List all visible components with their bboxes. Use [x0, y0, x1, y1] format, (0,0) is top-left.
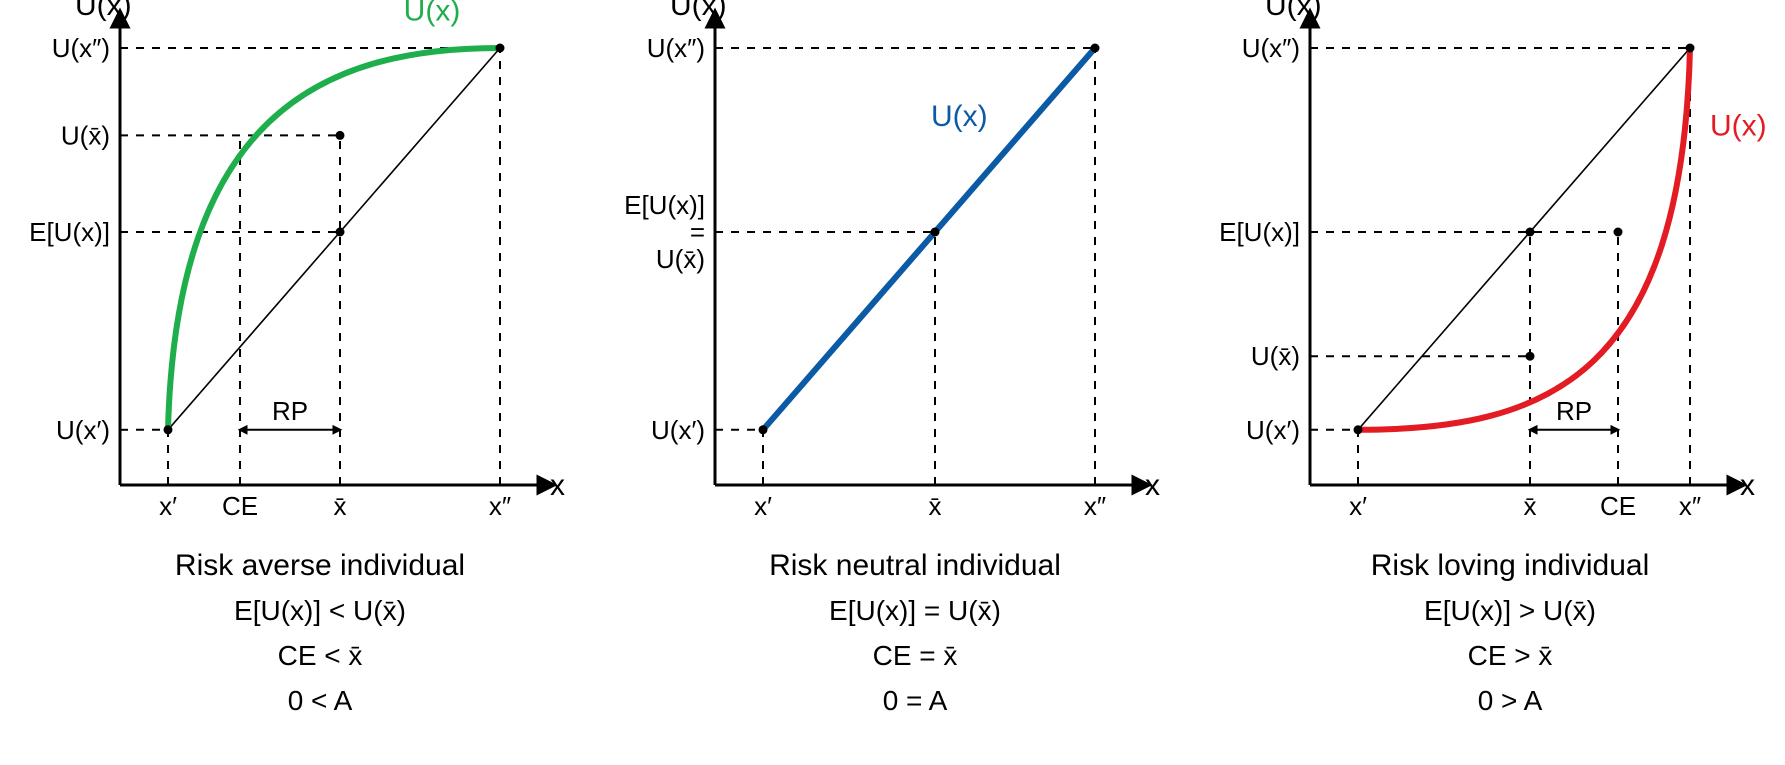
- ytick-u-xprime: U(x′): [1246, 415, 1300, 445]
- point-dot: [164, 425, 173, 434]
- caption-line: CE < x̄: [278, 640, 363, 671]
- point-dot: [1526, 352, 1535, 361]
- utility-curve: [763, 48, 1095, 430]
- point-dot: [1686, 44, 1695, 53]
- xtick-xbar: x̄: [929, 491, 942, 521]
- caption-title: Risk averse individual: [175, 549, 465, 582]
- caption-line: CE = x̄: [873, 640, 958, 671]
- caption-title: Risk loving individual: [1371, 549, 1649, 582]
- caption-line: E[U(x)] < U(x̄): [234, 595, 406, 626]
- ytick-e-ux: E[U(x)]: [1219, 217, 1300, 247]
- caption-line: 0 > A: [1478, 685, 1543, 716]
- curve-label: U(x): [404, 0, 461, 27]
- caption-line: 0 < A: [288, 685, 353, 716]
- rp-label: RP: [272, 396, 308, 426]
- xtick-CE: CE: [222, 491, 258, 521]
- rp-label: RP: [1556, 396, 1592, 426]
- point-dot: [336, 228, 345, 237]
- panel-averse: U(x) x U(x) RP x′ x̄ x″ CE U(x′) U(x″) U(x̄) E[U(x)…: [29, 0, 565, 716]
- ytick-u-xbar: U(x̄): [61, 120, 110, 150]
- ytick-u-xprime: U(x′): [651, 415, 705, 445]
- point-dot: [496, 44, 505, 53]
- panel-loving: U(x) x U(x) RP x′ x̄ x″ CE U(x′) U(x″) U(x̄) E[U(x)…: [1219, 0, 1767, 716]
- ytick-eux-top: E[U(x)]: [624, 190, 705, 220]
- figure-svg: U(x) x U(x) RP x′ x̄ x″ CE U(x′) U(x″) U(x̄) E[U(x)…: [0, 0, 1785, 765]
- curve-label: U(x): [1710, 109, 1767, 142]
- caption-line: E[U(x)] = U(x̄): [829, 595, 1001, 626]
- xtick-xdprime: x″: [489, 491, 511, 521]
- xtick-xprime: x′: [159, 491, 177, 521]
- panel-neutral: U(x) x U(x) x′ x̄ x″ U(x′) U(x″) E[U(x)]=U(x̄) Ri…: [624, 0, 1160, 716]
- caption-title: Risk neutral individual: [769, 549, 1061, 582]
- ytick-eux-mid: =: [690, 217, 705, 247]
- curve-label: U(x): [931, 100, 988, 133]
- point-dot: [1354, 425, 1363, 434]
- ytick-u-xprime: U(x′): [56, 415, 110, 445]
- ytick-u-xdprime: U(x″): [1242, 33, 1300, 63]
- point-dot: [1614, 228, 1623, 237]
- xtick-xbar: x̄: [1524, 491, 1537, 521]
- point-dot: [931, 228, 940, 237]
- expected-utility-chord: [1358, 48, 1690, 430]
- xtick-xprime: x′: [754, 491, 772, 521]
- xtick-xprime: x′: [1349, 491, 1367, 521]
- x-axis-label: x: [1145, 469, 1160, 502]
- expected-utility-chord: [168, 48, 500, 430]
- ytick-u-xbar: U(x̄): [1251, 341, 1300, 371]
- point-dot: [336, 131, 345, 140]
- xtick-xdprime: x″: [1679, 491, 1701, 521]
- ytick-eux-bot: U(x̄): [656, 244, 705, 274]
- x-axis-label: x: [550, 469, 565, 502]
- x-axis-label: x: [1740, 469, 1755, 502]
- caption-line: CE > x̄: [1468, 640, 1553, 671]
- xtick-CE: CE: [1600, 491, 1636, 521]
- y-axis-label: U(x): [75, 0, 132, 22]
- xtick-xdprime: x″: [1084, 491, 1106, 521]
- point-dot: [759, 425, 768, 434]
- caption-line: 0 = A: [883, 685, 948, 716]
- y-axis-label: U(x): [1265, 0, 1322, 22]
- y-axis-label: U(x): [670, 0, 727, 22]
- ytick-e-ux: E[U(x)]: [29, 217, 110, 247]
- xtick-xbar: x̄: [334, 491, 347, 521]
- figure-canvas: U(x) x U(x) RP x′ x̄ x″ CE U(x′) U(x″) U(x̄) E[U(x)…: [0, 0, 1785, 765]
- ytick-u-xdprime: U(x″): [647, 33, 705, 63]
- point-dot: [1526, 228, 1535, 237]
- point-dot: [1091, 44, 1100, 53]
- caption-line: E[U(x)] > U(x̄): [1424, 595, 1596, 626]
- ytick-u-xdprime: U(x″): [52, 33, 110, 63]
